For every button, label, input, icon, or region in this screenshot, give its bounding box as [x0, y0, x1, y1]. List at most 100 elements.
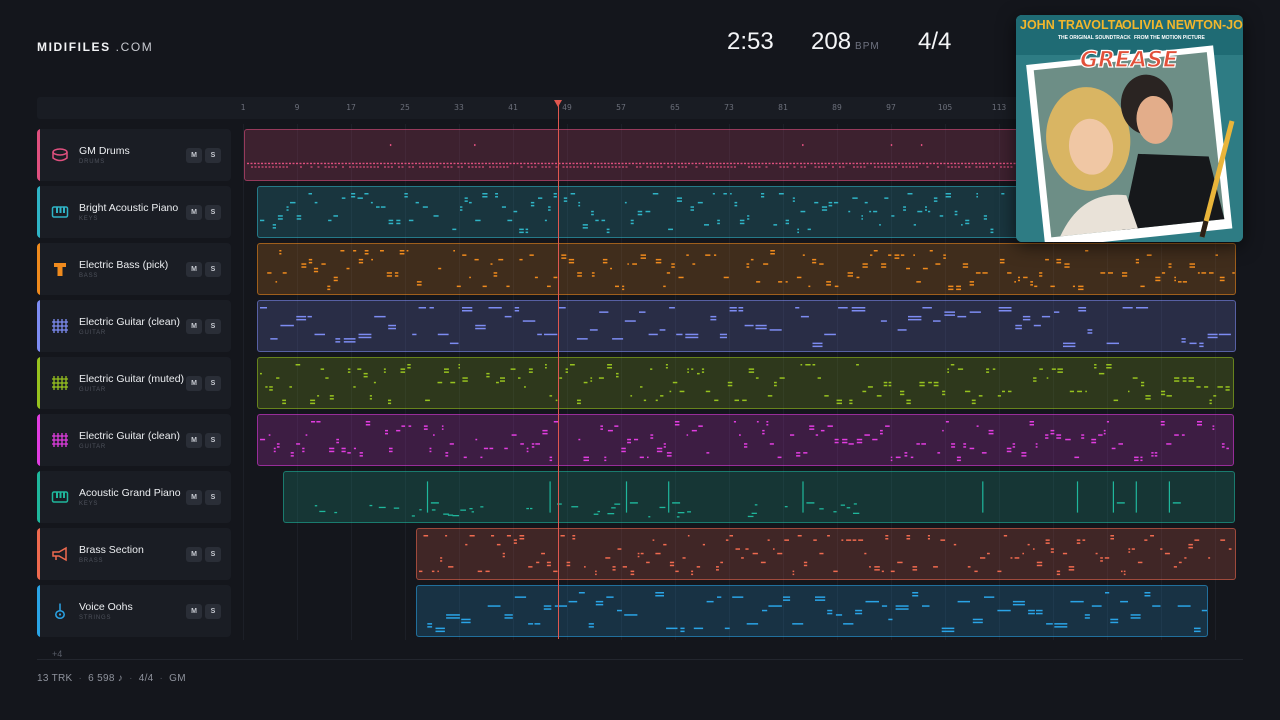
track-color-stripe — [37, 414, 40, 466]
track-name: Voice Oohs — [79, 601, 133, 613]
grid-line — [999, 124, 1000, 640]
footer-divider — [37, 659, 1243, 660]
ruler-tick: 113 — [991, 103, 1007, 112]
mute-button[interactable]: M — [186, 604, 202, 619]
mute-button[interactable]: M — [186, 148, 202, 163]
track-header[interactable]: Bright Acoustic Piano KEYS M S — [37, 186, 231, 238]
grid-line — [783, 124, 784, 640]
grid-line — [1161, 124, 1162, 640]
ruler-tick: 89 — [832, 103, 842, 112]
solo-button[interactable]: S — [205, 148, 221, 163]
grid-line — [405, 124, 406, 640]
track-count: 13 TRK — [37, 673, 73, 684]
separator-dot: · — [129, 673, 133, 684]
solo-button[interactable]: S — [205, 547, 221, 562]
mute-button[interactable]: M — [186, 490, 202, 505]
playhead-handle[interactable] — [554, 100, 562, 107]
track-color-stripe — [37, 357, 40, 409]
track-category: GUITAR — [79, 444, 107, 450]
midi-clip[interactable] — [416, 585, 1208, 637]
brand-logo: MIDIFILES .COM — [37, 40, 153, 54]
ruler-tick: 17 — [346, 103, 356, 112]
solo-button[interactable]: S — [205, 490, 221, 505]
grid-line — [891, 124, 892, 640]
solo-button[interactable]: S — [205, 376, 221, 391]
midi-clip[interactable] — [416, 528, 1236, 580]
midi-clip[interactable] — [257, 357, 1234, 409]
bpm-unit: BPM — [855, 41, 880, 52]
more-tracks-indicator[interactable]: +4 — [52, 649, 63, 659]
track-category: GUITAR — [79, 387, 107, 393]
solo-button[interactable]: S — [205, 604, 221, 619]
solo-button[interactable]: S — [205, 433, 221, 448]
track-category: KEYS — [79, 501, 99, 507]
mute-button[interactable]: M — [186, 376, 202, 391]
grid-line — [297, 124, 298, 640]
solo-button[interactable]: S — [205, 262, 221, 277]
grid-line — [243, 124, 244, 640]
ruler-tick: 41 — [508, 103, 518, 112]
ruler-tick: 81 — [778, 103, 788, 112]
brand-suffix: .COM — [115, 40, 154, 54]
mute-button[interactable]: M — [186, 433, 202, 448]
ruler-tick: 57 — [616, 103, 626, 112]
solo-button[interactable]: S — [205, 319, 221, 334]
album-cover-art: JOHN TRAVOLTA OLIVIA NEWTON-JOHN THE ORI… — [1016, 15, 1243, 242]
midi-notes — [427, 592, 1207, 633]
track-header[interactable]: Voice Oohs STRINGS M S — [37, 585, 231, 637]
midi-clip[interactable] — [257, 414, 1234, 466]
midi-clip[interactable] — [257, 300, 1236, 352]
ruler-tick: 73 — [724, 103, 734, 112]
grid-line — [837, 124, 838, 640]
grid-line — [459, 124, 460, 640]
track-header[interactable]: Brass Section BRASS M S — [37, 528, 231, 580]
track-name: Electric Guitar (muted) — [79, 373, 185, 385]
track-header[interactable]: Acoustic Grand Piano KEYS M S — [37, 471, 231, 523]
time-signature: 4/4 — [918, 28, 952, 55]
grid-line — [945, 124, 946, 640]
guitar-fretboard-icon — [51, 374, 69, 392]
midi-clip[interactable] — [283, 471, 1235, 523]
midi-clip[interactable] — [257, 243, 1236, 295]
track-color-stripe — [37, 471, 40, 523]
track-name: Bright Acoustic Piano — [79, 202, 179, 214]
separator-dot: · — [78, 673, 83, 684]
playhead[interactable] — [558, 104, 559, 639]
track-color-stripe — [37, 585, 40, 637]
track-header[interactable]: Electric Guitar (clean) GUITAR M S — [37, 300, 231, 352]
track-header[interactable]: GM Drums DRUMS M S — [37, 129, 231, 181]
track-category: BRASS — [79, 558, 104, 564]
grid-line — [1215, 124, 1216, 640]
mute-button[interactable]: M — [186, 205, 202, 220]
track-category: BASS — [79, 273, 99, 279]
track-color-stripe — [37, 300, 40, 352]
mute-button[interactable]: M — [186, 319, 202, 334]
track-name: Electric Guitar (clean) — [79, 430, 180, 442]
mute-button[interactable]: M — [186, 547, 202, 562]
track-category: STRINGS — [79, 615, 112, 621]
ruler-tick: 105 — [937, 103, 953, 112]
grid-line — [567, 124, 568, 640]
track-header[interactable]: Electric Guitar (clean) GUITAR M S — [37, 414, 231, 466]
timeline-ruler[interactable]: 1 9 17 25 33 41 49 57 65 73 81 89 97 105 113 — [37, 97, 1243, 119]
track-color-stripe — [37, 243, 40, 295]
track-name: Brass Section — [79, 544, 144, 556]
ruler-tick: 9 — [294, 103, 300, 112]
midi-notes — [267, 250, 1235, 291]
mute-button[interactable]: M — [186, 262, 202, 277]
track-category: GUITAR — [79, 330, 107, 336]
solo-button[interactable]: S — [205, 205, 221, 220]
track-category: KEYS — [79, 216, 99, 222]
track-header[interactable]: Electric Bass (pick) BASS M S — [37, 243, 231, 295]
track-color-stripe — [37, 528, 40, 580]
grid-line — [1053, 124, 1054, 640]
grid-line — [513, 124, 514, 640]
track-color-stripe — [37, 129, 40, 181]
footer-time-signature: 4/4 — [138, 673, 154, 684]
violin-icon — [51, 602, 69, 620]
track-header[interactable]: Electric Guitar (muted) GUITAR M S — [37, 357, 231, 409]
bpm-value: 208 — [811, 28, 852, 55]
grid-line — [621, 124, 622, 640]
midi-notes — [260, 307, 1231, 348]
album-cover: JOHN TRAVOLTA OLIVIA NEWTON-JOHN THE ORI… — [1016, 15, 1243, 242]
